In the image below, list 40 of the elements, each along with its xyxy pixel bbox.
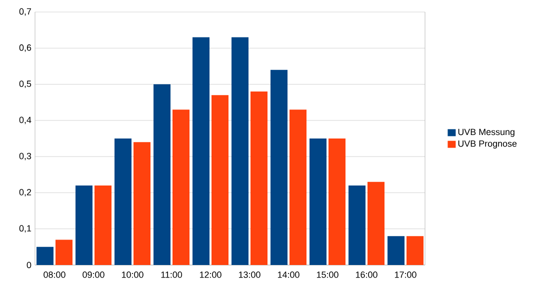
bar: [94, 185, 112, 265]
x-tick-label: 16:00: [356, 272, 378, 278]
legend-label: UVB Messung: [458, 128, 514, 137]
bar: [290, 110, 306, 265]
legend-label: UVB Prognose: [458, 140, 517, 149]
y-tick-label: 0,5: [19, 80, 32, 88]
bar: [270, 70, 288, 265]
bar: [250, 92, 268, 265]
bar: [368, 182, 385, 265]
x-tick-label: 13:00: [238, 272, 260, 278]
bar: [133, 142, 150, 265]
x-tick-label: 17:00: [394, 272, 416, 278]
y-tick-label: 0,4: [19, 116, 32, 124]
bar: [328, 138, 346, 265]
bar: [406, 236, 424, 265]
bar: [172, 110, 190, 265]
y-tick-label: 0,3: [19, 152, 32, 160]
bar: [114, 138, 132, 265]
bar: [55, 240, 72, 265]
bar: [232, 37, 249, 265]
y-tick-label: 0,6: [19, 44, 32, 52]
y-tick-label: 0: [26, 262, 32, 268]
x-tick-label: 09:00: [82, 272, 104, 278]
bar: [310, 138, 327, 265]
x-tick-label: 15:00: [316, 272, 338, 278]
bar: [154, 84, 171, 265]
x-tick-label: 14:00: [278, 272, 300, 278]
bar: [388, 236, 405, 265]
y-tick-label: 0,2: [19, 189, 32, 196]
y-tick-label: 0,7: [19, 8, 32, 16]
x-tick-label: 12:00: [200, 272, 222, 278]
x-tick-label: 08:00: [44, 272, 66, 278]
bar: [192, 37, 210, 265]
bar: [76, 185, 93, 265]
bar: [348, 185, 366, 265]
bar: [36, 246, 54, 265]
y-tick-label: 0,1: [19, 225, 32, 233]
x-tick-label: 11:00: [161, 272, 182, 278]
bar: [212, 95, 228, 265]
x-tick-label: 10:00: [122, 272, 144, 278]
